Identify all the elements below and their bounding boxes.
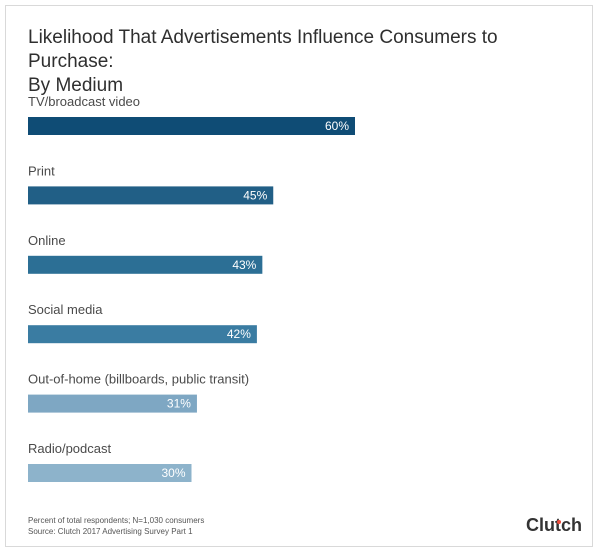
bar-value-label: 31% (167, 397, 191, 411)
bar (28, 255, 263, 274)
bar-category-label: Print (28, 163, 55, 178)
chart-footer: Percent of total respondents; N=1,030 co… (28, 515, 204, 537)
chart-title: Likelihood That Advertisements Influence… (28, 26, 588, 98)
footer-note: Percent of total respondents; N=1,030 co… (28, 516, 205, 525)
bar (28, 464, 192, 482)
bar-value-label: 45% (243, 188, 267, 202)
bar (28, 117, 355, 135)
bar (28, 394, 197, 413)
bar-category-label: TV/broadcast video (28, 94, 140, 109)
logo-accent-dot (556, 520, 561, 524)
bar-category-label: Social media (28, 302, 103, 317)
bar (28, 186, 274, 205)
bar (28, 325, 257, 344)
chart-title-line-2: By Medium (28, 75, 124, 96)
chart-frame (5, 5, 593, 547)
footer-source: Source: Clutch 2017 Advertising Survey P… (28, 527, 193, 536)
clutch-logo: Clut ch (525, 515, 582, 535)
bar-value-label: 60% (325, 119, 349, 133)
bar-category-label: Radio/podcast (28, 441, 111, 456)
bar-value-label: 42% (227, 327, 251, 341)
bar-category-label: Online (28, 233, 66, 248)
bar-value-label: 43% (232, 258, 256, 272)
bar-value-label: 30% (161, 466, 185, 480)
chart-title-line-1: Likelihood That Advertisements Influence… (28, 27, 498, 72)
bar-category-label: Out-of-home (billboards, public transit) (28, 372, 249, 387)
